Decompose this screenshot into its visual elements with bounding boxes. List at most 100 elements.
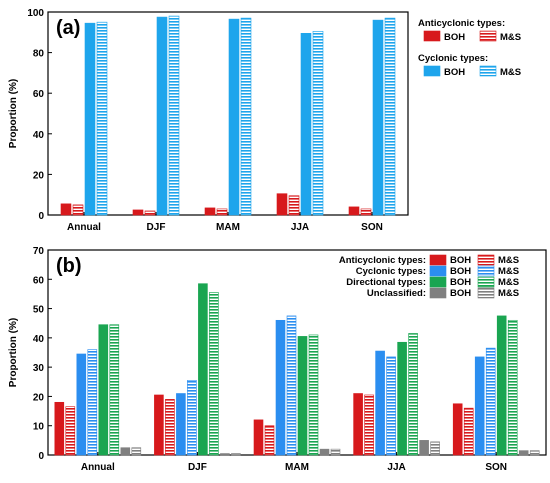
bar-anticyclonic-types-mands bbox=[364, 394, 374, 456]
bar-anticyclonic-types-boh bbox=[348, 206, 360, 216]
bar-anticyclonic-types-boh bbox=[154, 394, 164, 456]
bar-cyclonic-types-boh bbox=[156, 16, 168, 216]
y-tick-label: 20 bbox=[33, 392, 45, 403]
bar-anticyclonic-types-mands bbox=[72, 204, 84, 216]
bar-unclassified-mands bbox=[529, 450, 540, 456]
bar-anticyclonic-types-mands bbox=[264, 425, 275, 456]
bar-unclassified-boh bbox=[220, 453, 230, 456]
legend-title: Cyclonic types: bbox=[418, 53, 488, 64]
legend-label: M&S bbox=[500, 32, 521, 43]
legend-label: M&S bbox=[498, 288, 519, 299]
bar-anticyclonic-types-mands bbox=[216, 208, 228, 216]
bar-cyclonic-types-mands bbox=[384, 17, 396, 216]
panel-label: (b) bbox=[56, 255, 82, 277]
y-tick-label: 40 bbox=[33, 130, 45, 141]
bar-anticyclonic-types-mands bbox=[65, 406, 76, 456]
legend-label: BOH bbox=[450, 266, 471, 277]
y-tick-label: 40 bbox=[33, 334, 45, 345]
chart-panel-b: 0 10 20 30 40 50 60 70 Proportion (%) (b) Annual DJ… bbox=[8, 246, 547, 473]
chart-panel-a: 0 20 40 60 80 100 Proportion (%) (a) Annual DJF MA… bbox=[8, 8, 521, 233]
bar-cyclonic-types-mands bbox=[96, 21, 108, 216]
legend-swatch-hatched bbox=[477, 287, 495, 299]
bar-directional-types-boh bbox=[98, 324, 109, 456]
bar-anticyclonic-types-boh bbox=[54, 401, 65, 456]
legend-label: M&S bbox=[500, 67, 521, 78]
legend-swatch-hatched bbox=[477, 265, 495, 277]
bar-cyclonic-types-boh bbox=[84, 22, 96, 216]
bar-cyclonic-types-boh bbox=[76, 353, 87, 456]
y-tick-label: 80 bbox=[33, 49, 45, 60]
bar-anticyclonic-types-boh bbox=[353, 393, 363, 456]
bar-directional-types-mands bbox=[209, 292, 219, 456]
legend-label: M&S bbox=[498, 277, 519, 288]
legend-title: Unclassified: bbox=[367, 288, 426, 299]
bar-cyclonic-types-mands bbox=[187, 380, 197, 456]
x-tick-label: DJF bbox=[188, 462, 207, 473]
bar-unclassified-boh bbox=[419, 440, 429, 456]
y-tick-label: 60 bbox=[33, 89, 45, 100]
y-tick-label: 10 bbox=[33, 422, 45, 433]
bar-unclassified-boh bbox=[120, 447, 131, 456]
bar-anticyclonic-types-boh bbox=[204, 207, 216, 216]
y-tick-label: 100 bbox=[27, 8, 44, 19]
bar-cyclonic-types-boh bbox=[372, 19, 384, 216]
y-axis-label: Proportion (%) bbox=[8, 79, 19, 148]
bar-directional-types-mands bbox=[308, 334, 319, 456]
bar-directional-types-boh bbox=[496, 315, 507, 456]
legend-swatch-hatched bbox=[477, 254, 495, 266]
bar-directional-types-mands bbox=[408, 333, 418, 456]
legend-swatch-solid bbox=[429, 265, 447, 277]
y-tick-label: 70 bbox=[33, 246, 45, 257]
legend-title: Anticyclonic types: bbox=[339, 255, 426, 266]
legend-swatch-solid bbox=[429, 254, 447, 266]
legend-swatch-hatched bbox=[477, 276, 495, 288]
bar-anticyclonic-types-mands bbox=[144, 210, 156, 216]
bar-cyclonic-types-boh bbox=[228, 18, 240, 216]
bar-cyclonic-types-mands bbox=[87, 349, 98, 456]
bar-cyclonic-types-mands bbox=[286, 315, 297, 456]
bar-cyclonic-types-boh bbox=[176, 393, 186, 456]
bar-cyclonic-types-boh bbox=[300, 33, 312, 216]
legend-swatch-solid bbox=[429, 287, 447, 299]
bar-directional-types-boh bbox=[198, 283, 208, 456]
bar-unclassified-mands bbox=[430, 441, 440, 456]
bar-unclassified-mands bbox=[330, 448, 341, 456]
legend-label: BOH bbox=[450, 277, 471, 288]
bar-anticyclonic-types-boh bbox=[60, 203, 72, 216]
bar-directional-types-boh bbox=[297, 336, 308, 456]
x-tick-label: JJA bbox=[387, 462, 405, 473]
legend-label: M&S bbox=[498, 266, 519, 277]
bar-cyclonic-types-boh bbox=[474, 356, 485, 456]
legend-label: BOH bbox=[444, 67, 465, 78]
bar-unclassified-mands bbox=[231, 453, 241, 456]
bar-cyclonic-types-mands bbox=[168, 15, 180, 216]
bar-directional-types-boh bbox=[397, 341, 407, 456]
legend-swatch-hatched bbox=[479, 30, 497, 42]
bar-anticyclonic-types-mands bbox=[463, 407, 474, 456]
bar-unclassified-boh bbox=[319, 448, 330, 456]
x-tick-label: DJF bbox=[147, 222, 166, 233]
x-tick-label: JJA bbox=[291, 222, 309, 233]
y-tick-label: 60 bbox=[33, 275, 45, 286]
legend-title: Directional types: bbox=[346, 277, 426, 288]
y-tick-label: 0 bbox=[38, 211, 44, 222]
bar-anticyclonic-types-boh bbox=[276, 193, 288, 216]
bar-directional-types-mands bbox=[109, 324, 120, 456]
y-tick-label: 20 bbox=[33, 170, 45, 181]
legend-label: BOH bbox=[444, 32, 465, 43]
x-tick-label: MAM bbox=[285, 462, 309, 473]
legend-title: Cyclonic types: bbox=[356, 266, 426, 277]
legend-swatch-solid bbox=[423, 30, 441, 42]
x-tick-label: Annual bbox=[81, 462, 115, 473]
bar-unclassified-boh bbox=[518, 450, 529, 456]
x-tick-label: Annual bbox=[67, 222, 101, 233]
panel-label: (a) bbox=[56, 17, 80, 39]
legend-swatch-solid bbox=[423, 65, 441, 77]
bar-anticyclonic-types-mands bbox=[165, 399, 175, 456]
bar-anticyclonic-types-mands bbox=[288, 195, 300, 216]
bar-anticyclonic-types-boh bbox=[253, 419, 264, 456]
bar-unclassified-mands bbox=[131, 447, 142, 456]
bar-cyclonic-types-mands bbox=[485, 347, 496, 456]
